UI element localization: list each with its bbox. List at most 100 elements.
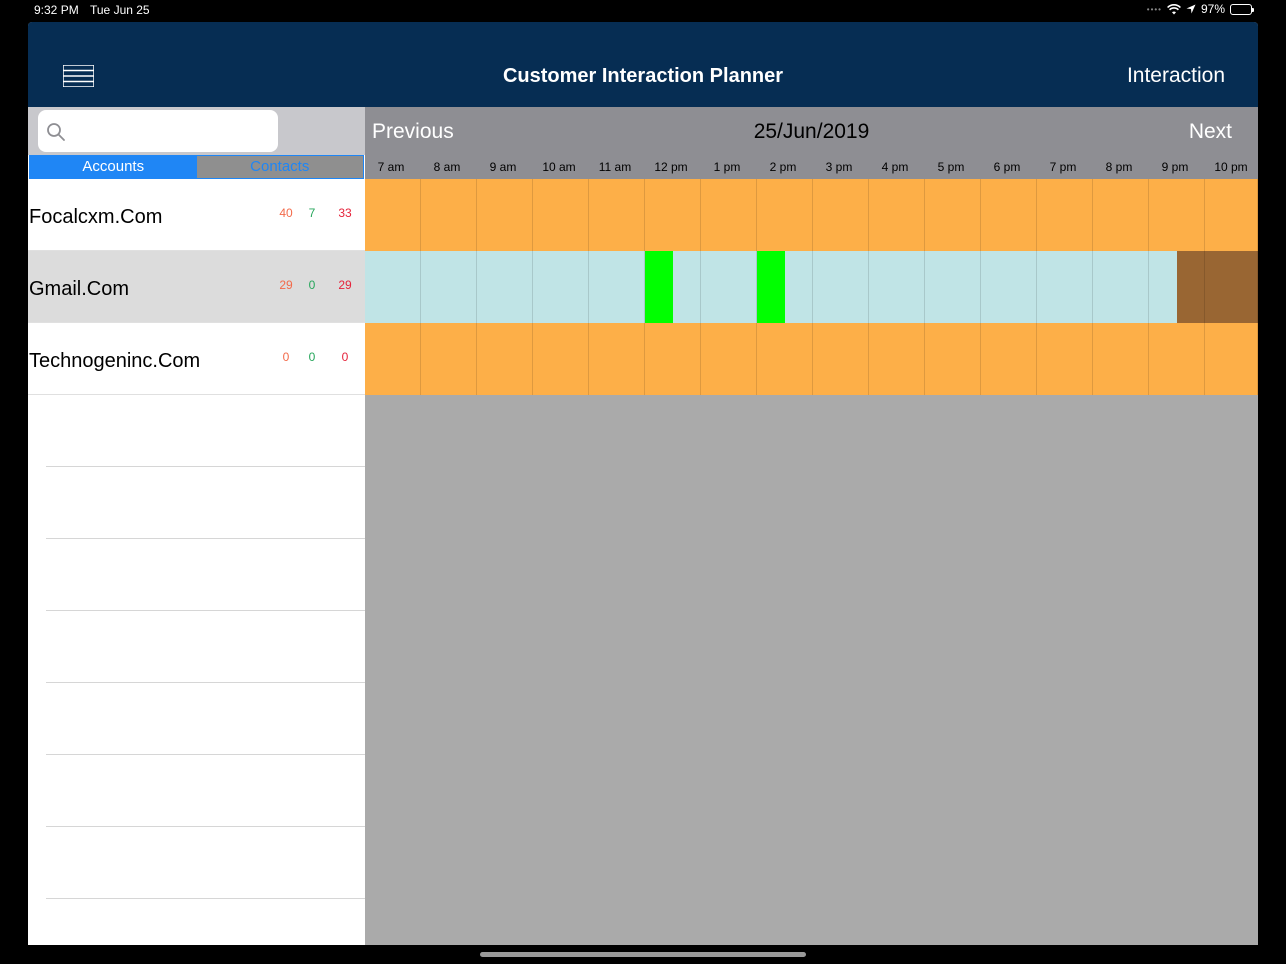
hour-label: 7 am: [377, 160, 405, 174]
empty-list-row: [46, 755, 365, 827]
count-completed: 7: [308, 206, 316, 220]
count-total: 29: [279, 278, 293, 292]
hour-label: 5 pm: [937, 160, 965, 174]
time-slot[interactable]: [981, 179, 1037, 251]
schedule-grid: [365, 179, 1258, 395]
time-slot[interactable]: [1093, 179, 1149, 251]
empty-list-row: [46, 827, 365, 899]
account-name: Focalcxm.Com: [29, 206, 163, 228]
hour-label: 9 pm: [1161, 160, 1189, 174]
count-total: 40: [279, 206, 293, 220]
battery-percent: 97%: [1200, 2, 1225, 16]
segment-contacts[interactable]: Contacts: [196, 156, 363, 178]
menu-icon[interactable]: [63, 65, 94, 87]
hour-label: 4 pm: [881, 160, 909, 174]
time-slot[interactable]: [869, 323, 925, 395]
hour-label: 10 am: [542, 160, 576, 174]
time-slot[interactable]: [365, 251, 421, 323]
time-slot[interactable]: [365, 179, 421, 251]
status-indicators: •••• 97%: [1146, 2, 1254, 16]
empty-list-row: [46, 611, 365, 683]
time-slot[interactable]: [925, 251, 981, 323]
hour-label: 8 am: [433, 160, 461, 174]
time-slot[interactable]: [421, 179, 477, 251]
accounts-contacts-segmented-control: Accounts Contacts: [29, 155, 364, 179]
time-slot[interactable]: [757, 323, 813, 395]
time-slot[interactable]: [533, 251, 589, 323]
time-slot[interactable]: [365, 323, 421, 395]
schedule-pane: Previous 25/Jun/2019 Next 7 am 8 am 9 am 10…: [365, 107, 1258, 945]
time-slot[interactable]: [925, 179, 981, 251]
hour-label: 11 am: [598, 160, 632, 174]
interaction-marker[interactable]: [757, 251, 785, 323]
time-slot[interactable]: [1037, 179, 1093, 251]
time-slot[interactable]: [1205, 251, 1258, 323]
time-slot[interactable]: [477, 179, 533, 251]
time-slot[interactable]: [421, 251, 477, 323]
time-slot[interactable]: [645, 323, 701, 395]
time-slot[interactable]: [1037, 251, 1093, 323]
time-slot[interactable]: [533, 179, 589, 251]
previous-button[interactable]: Previous: [372, 120, 454, 143]
time-slot[interactable]: [1205, 179, 1258, 251]
time-slot[interactable]: [533, 323, 589, 395]
time-slot[interactable]: [981, 251, 1037, 323]
schedule-row: [365, 323, 1258, 395]
search-field[interactable]: [38, 110, 278, 152]
time-slot[interactable]: [645, 179, 701, 251]
time-slot[interactable]: [1149, 179, 1205, 251]
time-slot[interactable]: [701, 251, 757, 323]
interaction-marker[interactable]: [645, 251, 673, 323]
time-slot[interactable]: [701, 323, 757, 395]
time-slot[interactable]: [589, 179, 645, 251]
empty-list-row: [46, 395, 365, 467]
segment-accounts[interactable]: Accounts: [30, 156, 197, 178]
time-slot[interactable]: [757, 179, 813, 251]
time-slot[interactable]: [1093, 323, 1149, 395]
time-slot[interactable]: [981, 323, 1037, 395]
app-window: Customer Interaction Planner Interaction…: [28, 22, 1258, 945]
status-time: 9:32 PM: [34, 3, 79, 17]
count-completed: 0: [308, 278, 316, 292]
hour-label: 9 am: [489, 160, 517, 174]
time-slot[interactable]: [813, 251, 869, 323]
hour-label: 3 pm: [825, 160, 853, 174]
time-slot-partial[interactable]: [1177, 251, 1205, 323]
time-slot[interactable]: [477, 251, 533, 323]
signal-dots-icon: ••••: [1146, 4, 1162, 14]
current-date: 25/Jun/2019: [753, 120, 870, 143]
next-button[interactable]: Next: [1188, 120, 1232, 143]
time-slot[interactable]: [701, 179, 757, 251]
empty-list-row: [46, 467, 365, 539]
time-slot[interactable]: [1093, 251, 1149, 323]
date-navigation: Previous 25/Jun/2019 Next: [365, 107, 1258, 155]
time-slot[interactable]: [869, 251, 925, 323]
time-slot[interactable]: [813, 323, 869, 395]
wifi-icon: [1167, 3, 1181, 14]
search-input[interactable]: [72, 114, 272, 148]
empty-list-row: [46, 539, 365, 611]
time-slot[interactable]: [477, 323, 533, 395]
time-slot[interactable]: [421, 323, 477, 395]
time-slot[interactable]: [1205, 323, 1258, 395]
hour-label: 6 pm: [993, 160, 1021, 174]
time-slot[interactable]: [925, 323, 981, 395]
account-row[interactable]: Gmail.Com 29 0 29: [28, 251, 365, 323]
battery-icon: [1230, 3, 1254, 15]
accounts-pane: Accounts Contacts Focalcxm.Com 40 7 33 G…: [28, 107, 365, 945]
account-row[interactable]: Focalcxm.Com 40 7 33: [28, 179, 365, 251]
time-slot[interactable]: [1037, 323, 1093, 395]
time-slot[interactable]: [589, 251, 645, 323]
home-indicator[interactable]: [480, 952, 806, 957]
time-slot[interactable]: [869, 179, 925, 251]
time-slot[interactable]: [1149, 323, 1205, 395]
hour-label: 8 pm: [1105, 160, 1133, 174]
time-slot[interactable]: [813, 179, 869, 251]
hour-label: 7 pm: [1049, 160, 1077, 174]
page-title: Customer Interaction Planner: [502, 65, 784, 87]
hours-header: 7 am 8 am 9 am 10 am 11 am 12 pm 1 pm 2 pm 3 pm 4…: [365, 155, 1258, 179]
account-row[interactable]: Technogeninc.Com 0 0 0: [28, 323, 365, 395]
schedule-row: [365, 179, 1258, 251]
interaction-button[interactable]: Interaction: [1126, 64, 1225, 87]
time-slot[interactable]: [589, 323, 645, 395]
